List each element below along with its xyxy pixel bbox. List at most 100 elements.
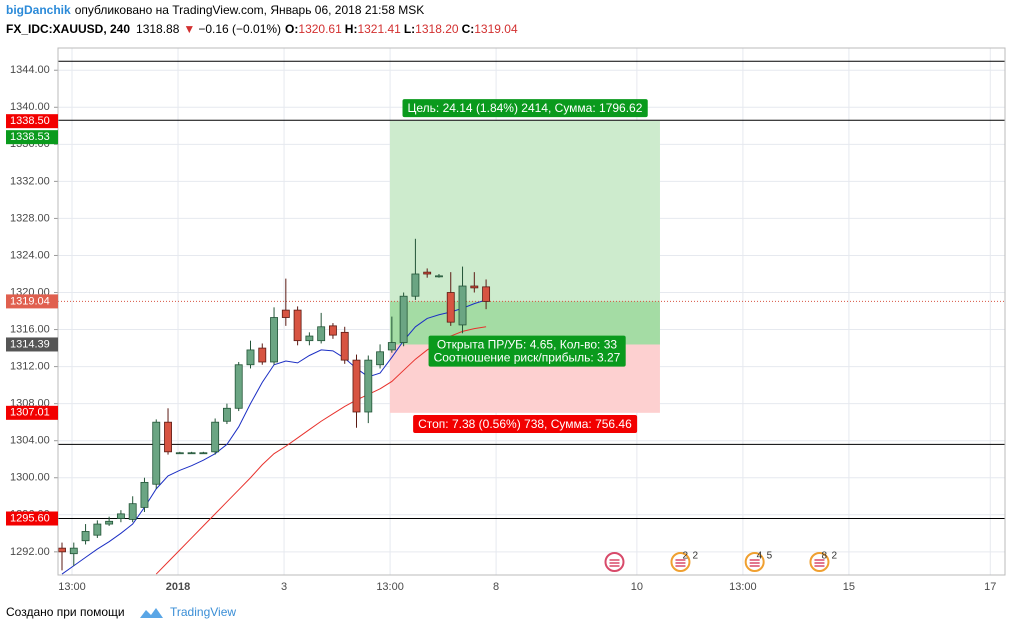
candle-body bbox=[293, 309, 302, 342]
price-label: 1307.01 bbox=[10, 407, 50, 419]
candle-body bbox=[470, 285, 479, 289]
candle-body bbox=[140, 481, 149, 508]
symbol: FX_IDC:XAUUSD, 240 bbox=[6, 22, 130, 36]
event-count: 2 bbox=[692, 551, 698, 562]
y-tick-label: 1340.00 bbox=[10, 101, 50, 113]
candle-body bbox=[258, 347, 267, 363]
plot-border bbox=[57, 47, 1006, 576]
price-label-box bbox=[6, 405, 58, 420]
event-count: 2 bbox=[682, 551, 688, 562]
target-label: Цель: 24.14 (1.84%) 2414, Сумма: 1796.62 bbox=[408, 101, 643, 115]
entry-label: Соотношение риск/прибыль: 3.27 bbox=[434, 351, 621, 365]
candle-body bbox=[81, 531, 90, 542]
logo[interactable] bbox=[140, 608, 163, 618]
candle-body bbox=[93, 523, 102, 536]
candle-body bbox=[152, 421, 161, 485]
x-tick-label: 13:00 bbox=[376, 581, 404, 593]
price-label: 1314.39 bbox=[10, 338, 50, 350]
author[interactable]: bigDanchik bbox=[6, 3, 71, 17]
candle-body bbox=[376, 351, 385, 366]
event-flag bbox=[675, 559, 686, 567]
event-count: 8 bbox=[821, 551, 827, 562]
candle-body bbox=[211, 421, 220, 453]
y-tick-label: 1300.00 bbox=[10, 472, 50, 484]
candle-body bbox=[317, 326, 326, 342]
ohlc-key: L: bbox=[404, 22, 415, 36]
y-tick-label: 1324.00 bbox=[10, 249, 50, 261]
ohlc-value: 1319.04 bbox=[474, 22, 518, 36]
candle-body bbox=[399, 295, 408, 343]
candle-body bbox=[175, 452, 184, 455]
label-box bbox=[413, 414, 638, 433]
candle-body bbox=[164, 421, 172, 453]
x-tick-label: 2018 bbox=[166, 581, 190, 593]
price-label-box bbox=[6, 294, 58, 309]
label-box bbox=[402, 99, 648, 118]
candle-body bbox=[116, 513, 125, 519]
x-tick-label: 3 bbox=[281, 581, 287, 593]
candle-body bbox=[458, 285, 467, 326]
y-tick-label: 1312.00 bbox=[10, 361, 50, 373]
candle-body bbox=[340, 331, 349, 361]
y-tick-label: 1304.00 bbox=[10, 435, 50, 447]
x-tick-label: 13:00 bbox=[729, 581, 757, 593]
price-label: 1295.60 bbox=[10, 512, 50, 524]
candle-body bbox=[423, 271, 432, 275]
entry-label: Открыта ПР/УБ: 4.65, Кол-во: 33 bbox=[437, 338, 618, 352]
price-label-box bbox=[6, 130, 58, 145]
last: 1318.88 bbox=[136, 22, 180, 36]
x-tick-label: 17 bbox=[984, 581, 996, 593]
ohlc-key: O: bbox=[285, 22, 298, 36]
header-line: bigDanchik опубликовано на TradingView.co… bbox=[6, 3, 424, 17]
price-label-box bbox=[6, 511, 58, 526]
event-flag bbox=[609, 559, 620, 567]
price-label: 1319.04 bbox=[10, 295, 50, 307]
candle-body bbox=[482, 286, 491, 302]
candle-body bbox=[246, 349, 255, 366]
candle-body bbox=[234, 364, 243, 409]
event-count: 5 bbox=[767, 551, 773, 562]
candle-body bbox=[352, 359, 361, 413]
y-tick-label: 1292.00 bbox=[10, 546, 50, 558]
symbol-line: FX_IDC:XAUUSD, 240 1318.88 ▼ −0.16 (−0.01%)… bbox=[6, 22, 518, 36]
y-tick-label: 1328.00 bbox=[10, 212, 50, 224]
change: −0.16 (−0.01%) bbox=[198, 22, 281, 36]
event-icon bbox=[604, 552, 625, 572]
published: опубликовано на TradingView.com, Январь … bbox=[75, 3, 425, 17]
ohlc-key: H: bbox=[345, 22, 358, 36]
candle-body bbox=[387, 342, 396, 351]
event-count: 2 bbox=[831, 551, 837, 562]
y-tick-label: 1344.00 bbox=[10, 64, 50, 76]
stop-label: Стоп: 7.38 (0.56%) 738, Сумма: 756.46 bbox=[418, 417, 632, 431]
x-tick-label: 13:00 bbox=[58, 581, 86, 593]
candle-body bbox=[411, 273, 420, 297]
price-label: 1338.53 bbox=[10, 131, 50, 143]
price-label-box bbox=[6, 114, 58, 129]
candle-body bbox=[270, 317, 278, 363]
candle-body bbox=[105, 520, 114, 525]
ohlc-value: 1320.61 bbox=[298, 22, 342, 36]
footer-brand[interactable]: TradingView bbox=[170, 605, 236, 619]
x-tick-label: 8 bbox=[493, 581, 499, 593]
event-flag bbox=[749, 559, 760, 567]
x-tick-label: 15 bbox=[843, 581, 855, 593]
y-tick-label: 1332.00 bbox=[10, 175, 50, 187]
label-box bbox=[428, 335, 626, 367]
event-count: 4 bbox=[757, 551, 763, 562]
plot bbox=[58, 48, 1005, 575]
footer-text: Создано при помощи bbox=[6, 605, 125, 619]
x-tick-label: 10 bbox=[631, 581, 643, 593]
y-tick-label: 1316.00 bbox=[10, 323, 50, 335]
candle-body bbox=[199, 452, 208, 455]
candle-body bbox=[364, 359, 373, 413]
candle-body bbox=[222, 407, 231, 422]
ohlc-value: 1321.41 bbox=[357, 22, 401, 36]
event-flag bbox=[814, 559, 825, 567]
ohlc-key: C: bbox=[462, 22, 475, 36]
candle-body bbox=[305, 335, 314, 342]
candle-body bbox=[128, 503, 137, 520]
ma-line bbox=[61, 299, 487, 575]
candle-body bbox=[446, 292, 455, 323]
candle-body bbox=[281, 309, 290, 318]
